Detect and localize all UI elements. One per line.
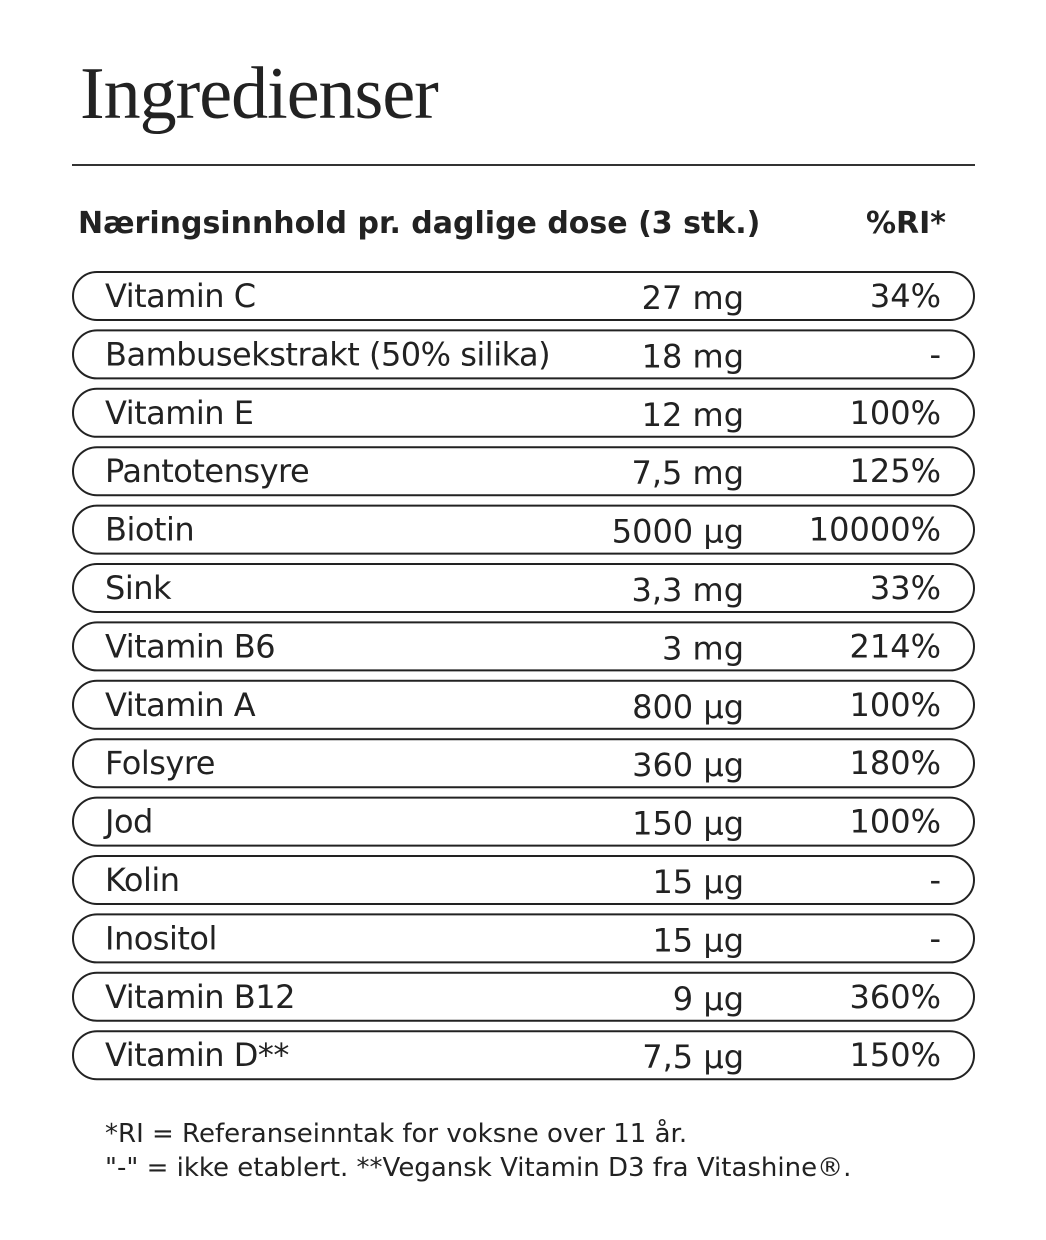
- nutrient-amount: 3,3 mg: [631, 571, 744, 609]
- nutrient-ri: 360%: [850, 978, 941, 1016]
- nutrient-ri: 34%: [870, 277, 941, 315]
- row-pill: [72, 913, 975, 964]
- nutrient-ri: 100%: [850, 686, 941, 724]
- footnote: *RI = Referanseinntak for voksne over 11…: [105, 1118, 687, 1149]
- nutrient-name: Vitamin E: [105, 394, 253, 432]
- row-pill: [72, 1030, 975, 1081]
- nutrient-ri: 150%: [850, 1036, 941, 1074]
- column-header: %RI*: [866, 206, 946, 241]
- nutrient-amount: 15 µg: [652, 863, 744, 901]
- nutrient-ri: 10000%: [809, 511, 941, 549]
- nutrient-ri: 100%: [850, 803, 941, 841]
- nutrient-name: Vitamin B6: [105, 627, 275, 665]
- nutrient-amount: 12 mg: [642, 396, 744, 434]
- nutrient-amount: 150 µg: [632, 805, 744, 843]
- row-pill: [72, 855, 975, 905]
- nutrient-amount: 15 µg: [652, 921, 744, 959]
- row-pill: [72, 446, 975, 497]
- nutrient-amount: 360 µg: [632, 746, 744, 784]
- nutrient-name: Pantotensyre: [105, 452, 309, 490]
- nutrient-amount: 7,5 mg: [631, 454, 744, 492]
- row-pill: [72, 971, 975, 1022]
- page-title: Ingredienser: [80, 53, 438, 135]
- nutrient-ri: -: [929, 861, 941, 899]
- row-pill: [72, 387, 975, 438]
- nutrient-name: Vitamin C: [105, 277, 256, 315]
- row-pill: [72, 271, 975, 321]
- row-pill: [72, 679, 975, 730]
- nutrient-name: Vitamin B12: [105, 978, 295, 1016]
- row-pill: [72, 329, 975, 380]
- row-pill: [72, 738, 975, 789]
- nutrient-name: Folsyre: [105, 744, 215, 782]
- nutrient-ri: 33%: [870, 569, 941, 607]
- nutrient-ri: -: [929, 919, 941, 957]
- row-pill: [72, 796, 975, 847]
- nutrient-ri: 214%: [850, 627, 941, 665]
- nutrient-amount: 800 µg: [632, 688, 744, 726]
- nutrient-name: Jod: [103, 803, 153, 841]
- row-pill: [72, 621, 975, 672]
- nutrient-amount: 9 µg: [673, 980, 744, 1018]
- row-pill: [72, 504, 975, 555]
- nutrient-amount: 27 mg: [642, 279, 744, 317]
- nutrient-name: Inositol: [105, 919, 217, 957]
- nutrient-ri: 180%: [850, 744, 941, 782]
- nutrient-ri: 100%: [850, 394, 941, 432]
- nutrient-amount: 5000 µg: [612, 513, 744, 551]
- nutrient-name: Kolin: [105, 861, 180, 899]
- column-header: Næringsinnhold pr. daglige dose (3 stk.): [78, 206, 760, 241]
- nutrient-ri: 125%: [850, 452, 941, 490]
- row-pill: [72, 563, 975, 613]
- nutrient-name: Sink: [105, 569, 172, 607]
- nutrient-amount: 3 mg: [662, 629, 744, 667]
- nutrient-amount: 18 mg: [642, 337, 744, 375]
- nutrient-name: Bambusekstrakt (50% silika): [105, 335, 550, 373]
- nutrient-name: Vitamin D**: [105, 1036, 289, 1074]
- nutrient-name: Biotin: [105, 511, 194, 549]
- nutrient-ri: -: [929, 335, 941, 373]
- footnote: "-" = ikke etablert. **Vegansk Vitamin D…: [105, 1153, 851, 1183]
- nutrient-amount: 7,5 µg: [642, 1038, 744, 1076]
- nutrient-name: Vitamin A: [105, 686, 256, 724]
